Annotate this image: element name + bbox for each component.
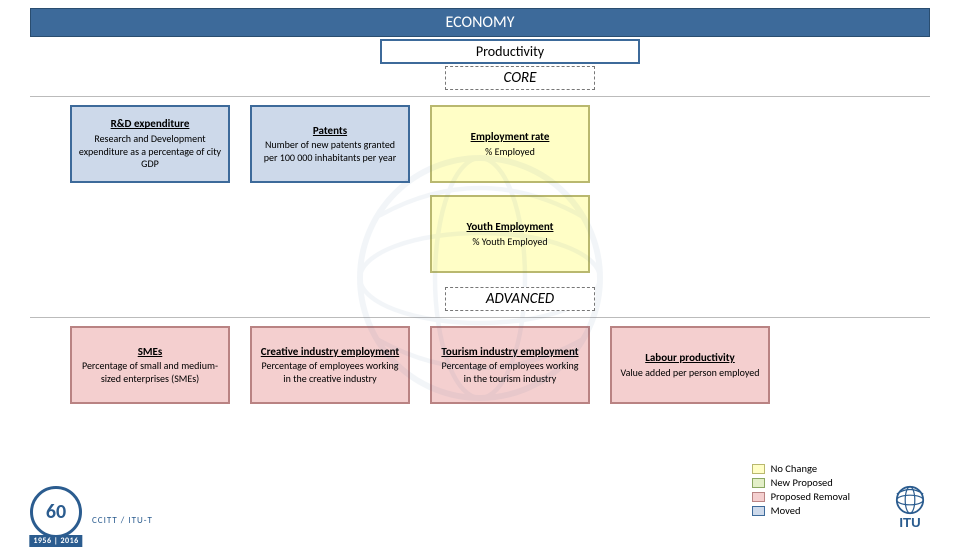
- card-title: Employment rate: [438, 130, 582, 144]
- indicator-card: SMEsPercentage of small and medium-sized…: [70, 326, 230, 404]
- legend-row: Moved: [752, 504, 850, 517]
- legend-label: Moved: [771, 504, 801, 517]
- indicator-card: Labour productivity Value added per perso…: [610, 326, 770, 404]
- footer-anniversary-logo: 60 1956 | 2016 CCITT / ITU-T: [30, 486, 153, 538]
- legend-swatch: [752, 492, 765, 502]
- card-title: Patents: [258, 124, 402, 138]
- legend-label: No Change: [771, 462, 817, 475]
- legend-row: New Proposed: [752, 476, 850, 489]
- legend-row: No Change: [752, 462, 850, 475]
- indicator-card: Employment rate % Employed: [430, 105, 590, 183]
- legend-label: New Proposed: [771, 476, 833, 489]
- section-core-label: CORE: [445, 66, 595, 90]
- anniversary-badge: 60 1956 | 2016: [30, 486, 82, 538]
- legend: No ChangeNew ProposedProposed RemovalMov…: [752, 461, 850, 518]
- subheader-productivity: Productivity: [380, 39, 640, 64]
- core-row-1: R&D expenditure Research and Development …: [0, 103, 960, 193]
- core-divider: [30, 96, 930, 97]
- card-description: Percentage of employees working in the c…: [258, 360, 402, 385]
- card-title: Youth Employment: [438, 220, 582, 234]
- card-description: Percentage of small and medium-sized ent…: [78, 360, 222, 385]
- core-row-2: Youth Employment % Youth Employed: [0, 193, 960, 283]
- legend-swatch: [752, 506, 765, 516]
- indicator-card: Youth Employment % Youth Employed: [430, 195, 590, 273]
- svg-text:ITU: ITU: [899, 515, 920, 530]
- header-title: ECONOMY: [445, 13, 514, 32]
- indicator-card: Creative industry employmentPercentage o…: [250, 326, 410, 404]
- anniversary-number: 60: [46, 500, 66, 524]
- header-economy: ECONOMY: [30, 8, 930, 37]
- indicator-card: R&D expenditure Research and Development …: [70, 105, 230, 183]
- org-name: CCITT / ITU-T: [92, 515, 153, 526]
- card-description: Percentage of employees working in the t…: [438, 360, 582, 385]
- card-description: Value added per person employed: [618, 367, 762, 380]
- card-title: Tourism industry employment: [438, 345, 582, 359]
- section-advanced-label: ADVANCED: [445, 287, 595, 311]
- anniversary-years: 1956 | 2016: [29, 535, 82, 547]
- legend-swatch: [752, 464, 765, 474]
- legend-label: Proposed Removal: [771, 490, 850, 503]
- card-title: Labour productivity: [618, 351, 762, 365]
- card-description: % Employed: [438, 146, 582, 159]
- card-title: SMEs: [78, 345, 222, 359]
- spacer: [250, 195, 410, 273]
- indicator-card: Tourism industry employmentPercentage of…: [430, 326, 590, 404]
- legend-swatch: [752, 478, 765, 488]
- advanced-divider: [30, 317, 930, 318]
- card-description: Number of new patents granted per 100 00…: [258, 139, 402, 164]
- indicator-card: PatentsNumber of new patents granted per…: [250, 105, 410, 183]
- spacer: [70, 195, 230, 273]
- legend-row: Proposed Removal: [752, 490, 850, 503]
- footer-itu-logo: ITU: [880, 473, 940, 538]
- card-description: Research and Development expenditure as …: [78, 133, 222, 171]
- advanced-row: SMEsPercentage of small and medium-sized…: [0, 324, 960, 414]
- card-title: R&D expenditure: [78, 117, 222, 131]
- subheader-title: Productivity: [476, 43, 544, 60]
- card-title: Creative industry employment: [258, 345, 402, 359]
- card-description: % Youth Employed: [438, 236, 582, 249]
